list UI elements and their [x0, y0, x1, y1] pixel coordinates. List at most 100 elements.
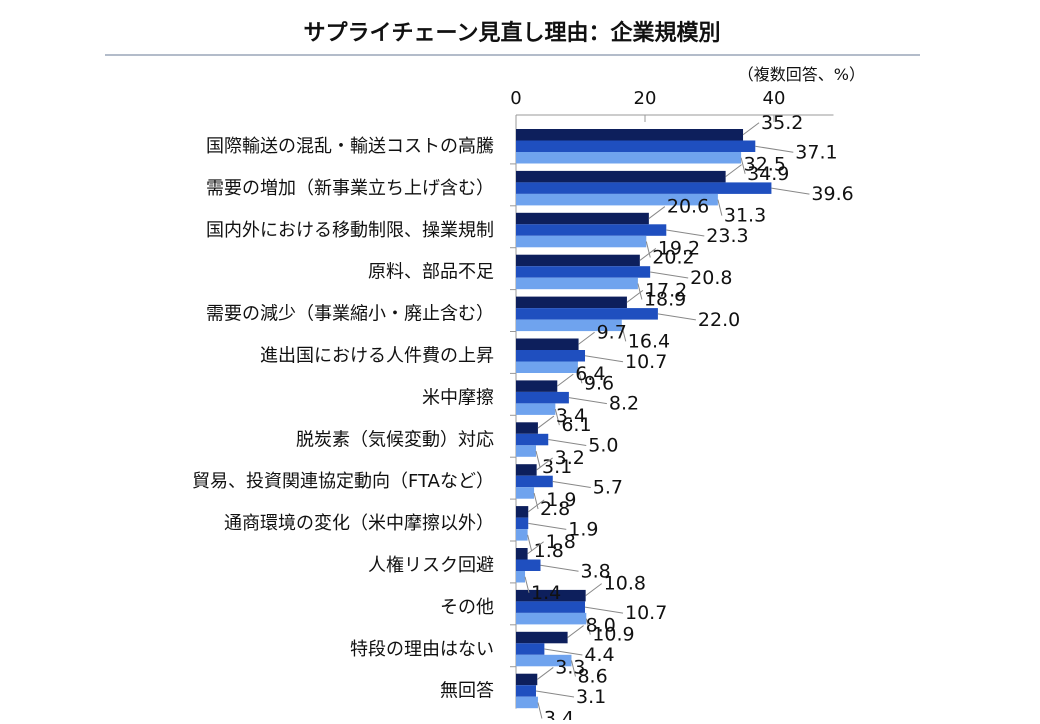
data-label: 32.5 — [744, 154, 786, 176]
leader-line — [548, 439, 587, 447]
leader-line — [568, 397, 607, 405]
leader-line — [527, 534, 533, 551]
leader-line — [666, 229, 705, 237]
bar — [516, 673, 538, 686]
bar — [516, 464, 537, 476]
data-label: 4.4 — [584, 644, 614, 666]
bar — [516, 589, 586, 602]
data-label: 3.3 — [555, 656, 585, 678]
data-label: 31.3 — [724, 205, 766, 227]
x-tick-label: 20 — [634, 88, 657, 109]
data-label: 3.2 — [555, 447, 585, 469]
category-label: 米中摩擦 — [422, 387, 494, 408]
leader-line — [577, 367, 583, 384]
leader-line — [645, 241, 651, 258]
leader-line — [771, 187, 810, 195]
data-label: 35.2 — [761, 112, 803, 134]
data-label: 8.0 — [586, 615, 616, 637]
bar — [516, 433, 549, 446]
bar — [516, 277, 638, 290]
data-label: 3.1 — [542, 456, 572, 478]
category-label: その他 — [440, 597, 494, 618]
bar — [516, 350, 586, 362]
x-tick-label: 0 — [510, 88, 521, 109]
leader-line — [650, 271, 689, 279]
bar — [516, 152, 742, 164]
bar — [516, 361, 578, 373]
category-label: 人権リスク回避 — [368, 555, 494, 576]
leader-line — [637, 283, 643, 300]
bar — [516, 266, 651, 278]
data-label: 10.8 — [604, 573, 646, 595]
leader-line — [524, 576, 530, 593]
category-label: 脱炭素（気候変動）対応 — [296, 429, 494, 450]
data-label: 3.4 — [556, 405, 586, 427]
data-labels: 35.2 37.1 34.932.5 39.6 31.3 20.6 23.3 20.219.2… — [524, 112, 854, 724]
bar — [516, 224, 667, 236]
leader-line — [528, 522, 567, 530]
bar — [516, 193, 718, 206]
bar — [516, 548, 528, 560]
leader-line — [621, 325, 627, 342]
bar — [516, 254, 640, 267]
data-label: 18.9 — [644, 288, 686, 310]
data-label: 1.9 — [546, 489, 576, 511]
chart-title: サプライチェーン見直し理由：企業規模別 — [304, 20, 721, 46]
category-label: 原料、部品不足 — [368, 262, 494, 283]
data-label: 16.4 — [628, 330, 670, 352]
bar — [516, 140, 756, 152]
bar — [516, 696, 538, 709]
leader-line — [626, 289, 644, 303]
bar — [516, 487, 535, 499]
data-label: 3.1 — [576, 686, 606, 708]
leader-line — [584, 606, 624, 614]
bar — [516, 170, 726, 183]
leader-line — [527, 499, 545, 513]
leader-line — [552, 480, 591, 488]
category-label: 国内外における移動制限、操業規制 — [206, 220, 494, 241]
bar — [516, 643, 545, 655]
data-label: 39.6 — [811, 183, 853, 205]
data-label: 1.8 — [534, 540, 564, 562]
data-label: 34.9 — [747, 163, 789, 185]
bar — [516, 182, 772, 194]
data-label: 19.2 — [658, 237, 700, 259]
data-label: 1.9 — [568, 518, 598, 540]
category-label: 特段の理由はない — [350, 639, 494, 660]
leader-line — [554, 409, 560, 426]
bar — [516, 612, 587, 625]
data-label: 3.8 — [581, 560, 611, 582]
leader-line — [639, 248, 657, 261]
data-label: 37.1 — [795, 141, 837, 163]
data-label: 23.3 — [706, 225, 748, 247]
category-label: 国際輸送の混乱・輸送コストの高騰 — [206, 136, 494, 157]
data-label: 1.4 — [531, 582, 561, 604]
leader-line — [544, 648, 583, 656]
data-label: 17.2 — [645, 279, 687, 301]
data-label: 6.4 — [575, 363, 605, 385]
bar — [516, 308, 658, 320]
leader-line — [725, 164, 742, 178]
bar — [516, 235, 647, 248]
bar — [516, 559, 541, 571]
category-label: 需要の減少（事業縮小・廃止含む） — [206, 304, 494, 325]
data-label: 5.7 — [593, 476, 623, 498]
bar — [516, 296, 627, 309]
leader-line — [536, 457, 553, 471]
bar — [516, 422, 538, 434]
leader-line — [570, 660, 576, 677]
leader-line — [717, 199, 723, 216]
leader-line — [755, 145, 794, 153]
category-label: 無回答 — [440, 681, 494, 702]
leader-line — [540, 564, 579, 572]
bar — [516, 685, 536, 697]
data-label: 10.9 — [592, 624, 634, 646]
leader-line — [740, 157, 746, 174]
bar — [516, 319, 622, 332]
bar — [516, 601, 586, 613]
bar — [516, 475, 553, 488]
bar — [516, 403, 556, 415]
leader-line — [742, 122, 760, 136]
